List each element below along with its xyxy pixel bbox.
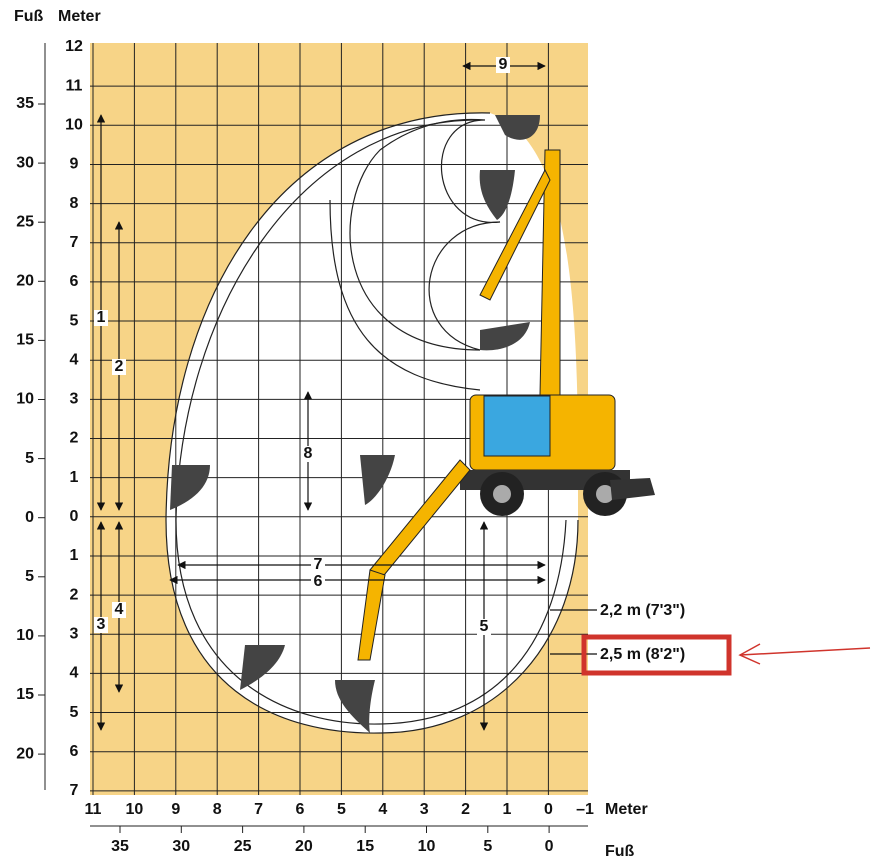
meter-tick-label: 10: [65, 117, 83, 134]
pointer-line: [739, 647, 871, 656]
meter-tick-label: 9: [171, 801, 180, 818]
dimension-label: 6: [314, 573, 323, 590]
dimension-label-bg: [311, 574, 325, 590]
feet-tick-label: 25: [16, 213, 34, 230]
feet-tick-label: 35: [111, 838, 129, 855]
meter-tick-label: 5: [70, 312, 79, 329]
meter-tick-label: –1: [576, 801, 594, 818]
reach-curves: [165, 112, 579, 734]
feet-tick-label: 5: [483, 838, 492, 855]
feet-tick-label: 10: [16, 627, 34, 644]
meter-tick-label: 8: [70, 195, 79, 212]
feet-tick-label: 30: [172, 838, 190, 855]
meter-tick-label: 4: [378, 801, 387, 818]
feet-tick-label: 5: [25, 568, 34, 585]
meter-tick-label: 6: [296, 801, 305, 818]
meter-tick-label: 4: [70, 351, 79, 368]
meter-tick-label: 11: [66, 77, 83, 94]
feet-tick-label: 15: [356, 838, 374, 855]
feet-tick-label: 10: [16, 391, 34, 408]
feet-tick-label: 10: [418, 838, 436, 855]
meter-tick-label: 7: [254, 801, 263, 818]
meter-tick-label: 7: [70, 234, 79, 251]
meter-tick-label: 10: [126, 801, 144, 818]
dimension-label-bg: [301, 446, 315, 462]
meter-tick-label: 0: [70, 508, 79, 525]
meter-tick-label: 11: [85, 801, 102, 818]
meter-tick-label: 1: [70, 469, 79, 486]
callout: 2,2 m (7'3"): [600, 602, 685, 619]
meter-tick-label: 12: [65, 38, 83, 55]
meter-tick-label: 3: [70, 391, 79, 408]
pointer-head: [738, 643, 761, 665]
dimension-label-bg: [94, 617, 108, 633]
meter-tick-label: 2: [70, 586, 79, 603]
feet-tick-label: 15: [16, 332, 34, 349]
feet-tick-label: 35: [16, 95, 34, 112]
feet-tick-label: 20: [16, 273, 34, 290]
dimension-label-bg: [496, 57, 510, 73]
dimension-label-bg: [311, 557, 325, 573]
dimension-label: 5: [480, 618, 489, 635]
dimension-label-bg: [477, 619, 491, 635]
feet-tick-label: 5: [25, 450, 34, 467]
dimension-label: 2: [115, 358, 124, 375]
feet-tick-label: 0: [25, 509, 34, 526]
feet-tick-label: 20: [295, 838, 313, 855]
dimension-label-bg: [112, 359, 126, 375]
meter-tick-label: 5: [70, 704, 79, 721]
meter-tick-label: 3: [70, 625, 79, 642]
meter-header: Meter: [58, 8, 101, 25]
feet-tick-label: 0: [545, 838, 554, 855]
dimension-label: 3: [97, 616, 106, 633]
dimension-label: 7: [314, 556, 323, 573]
feet-tick-label: 25: [234, 838, 252, 855]
dimension-label: 9: [499, 56, 508, 73]
feet-header: Fuß: [14, 8, 44, 25]
meter-tick-label: 0: [544, 801, 553, 818]
meter-tick-label: 4: [70, 665, 79, 682]
meter-tick-label: 1: [70, 547, 79, 564]
meter-tick-label: 9: [70, 156, 79, 173]
feet-tick-label: 20: [16, 745, 34, 762]
dimension-label-bg: [94, 310, 108, 326]
feet-tick-label: 15: [16, 686, 34, 703]
meter-tick-label: 6: [70, 743, 79, 760]
meter-tick-label: 2: [461, 801, 470, 818]
meter-tick-label: 5: [337, 801, 346, 818]
meter-tick-label: 2: [70, 430, 79, 447]
dimension-label: 8: [304, 445, 313, 462]
meter-tick-label: 1: [503, 801, 512, 818]
dimension-label: 4: [115, 601, 124, 618]
highlight-box: [581, 634, 732, 676]
meter-tick-label: 8: [213, 801, 222, 818]
bottom-feet-unit: Fuß: [605, 843, 635, 859]
meter-tick-label: 7: [70, 782, 79, 799]
feet-tick-label: 30: [16, 154, 34, 171]
excavator: [170, 115, 655, 733]
bottom-meter-unit: Meter: [605, 801, 648, 818]
dimension-label: 1: [97, 309, 106, 326]
meter-tick-label: 3: [420, 801, 429, 818]
meter-tick-label: 6: [70, 273, 79, 290]
callout: 2,5 m (8'2"): [600, 646, 685, 663]
dimension-label-bg: [112, 602, 126, 618]
